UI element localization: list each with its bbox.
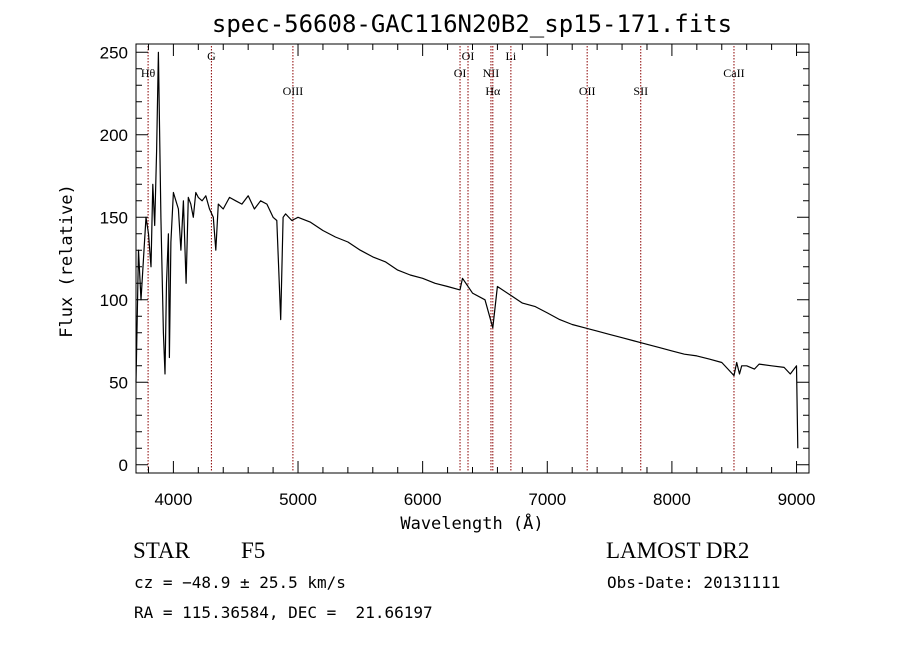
line-markers: Hθ G OIII OI OI NII Hα Li OII SII CaII xyxy=(141,46,745,471)
y-tick-label: 100 xyxy=(100,291,128,310)
y-tick-label: 0 xyxy=(119,456,128,475)
line-marker-label: OIII xyxy=(283,84,304,98)
object-subclass: F5 xyxy=(241,538,266,563)
x-tick-label: 5000 xyxy=(279,490,317,509)
coordinates-text: RA = 115.36584, DEC = 21.66197 xyxy=(134,603,433,622)
line-marker-label: OI xyxy=(462,49,475,63)
spectrum-series xyxy=(135,51,799,449)
line-marker-label: OII xyxy=(579,84,596,98)
survey-name: LAMOST DR2 xyxy=(606,538,750,563)
x-tick-label: 7000 xyxy=(528,490,566,509)
line-marker-label: Li xyxy=(506,49,517,63)
x-tick-label: 6000 xyxy=(404,490,442,509)
line-marker-label: Hα xyxy=(485,84,501,98)
y-axis-label: Flux (relative) xyxy=(57,184,77,338)
line-marker-label: Hθ xyxy=(141,66,156,80)
object-class: STAR xyxy=(133,538,190,563)
x-tick-label: 8000 xyxy=(653,490,691,509)
y-tick-label: 150 xyxy=(100,208,128,227)
line-marker-label: CaII xyxy=(723,66,744,80)
plot-frame xyxy=(135,43,810,474)
obs-date-text: Obs-Date: 20131111 xyxy=(607,573,781,592)
axis-ticks: 4000 5000 6000 7000 8000 9000 0 50 100 150 200 250 xyxy=(100,43,816,509)
x-axis-label: Wavelength (Å) xyxy=(400,512,543,534)
y-tick-label: 200 xyxy=(100,126,128,145)
velocity-text: cz = −48.9 ± 25.5 km/s xyxy=(134,573,346,592)
plot-border xyxy=(135,43,810,474)
x-tick-label: 9000 xyxy=(778,490,816,509)
line-marker-label: G xyxy=(207,49,216,63)
chart-title: spec-56608-GAC116N20B2_sp15-171.fits xyxy=(212,10,732,38)
line-marker-label: NII xyxy=(483,66,500,80)
y-tick-label: 250 xyxy=(100,43,128,62)
x-tick-label: 4000 xyxy=(154,490,192,509)
spectrum-line xyxy=(135,51,799,449)
line-marker-label: SII xyxy=(633,84,648,98)
line-marker-label: OI xyxy=(454,66,467,80)
y-tick-label: 50 xyxy=(109,373,128,392)
